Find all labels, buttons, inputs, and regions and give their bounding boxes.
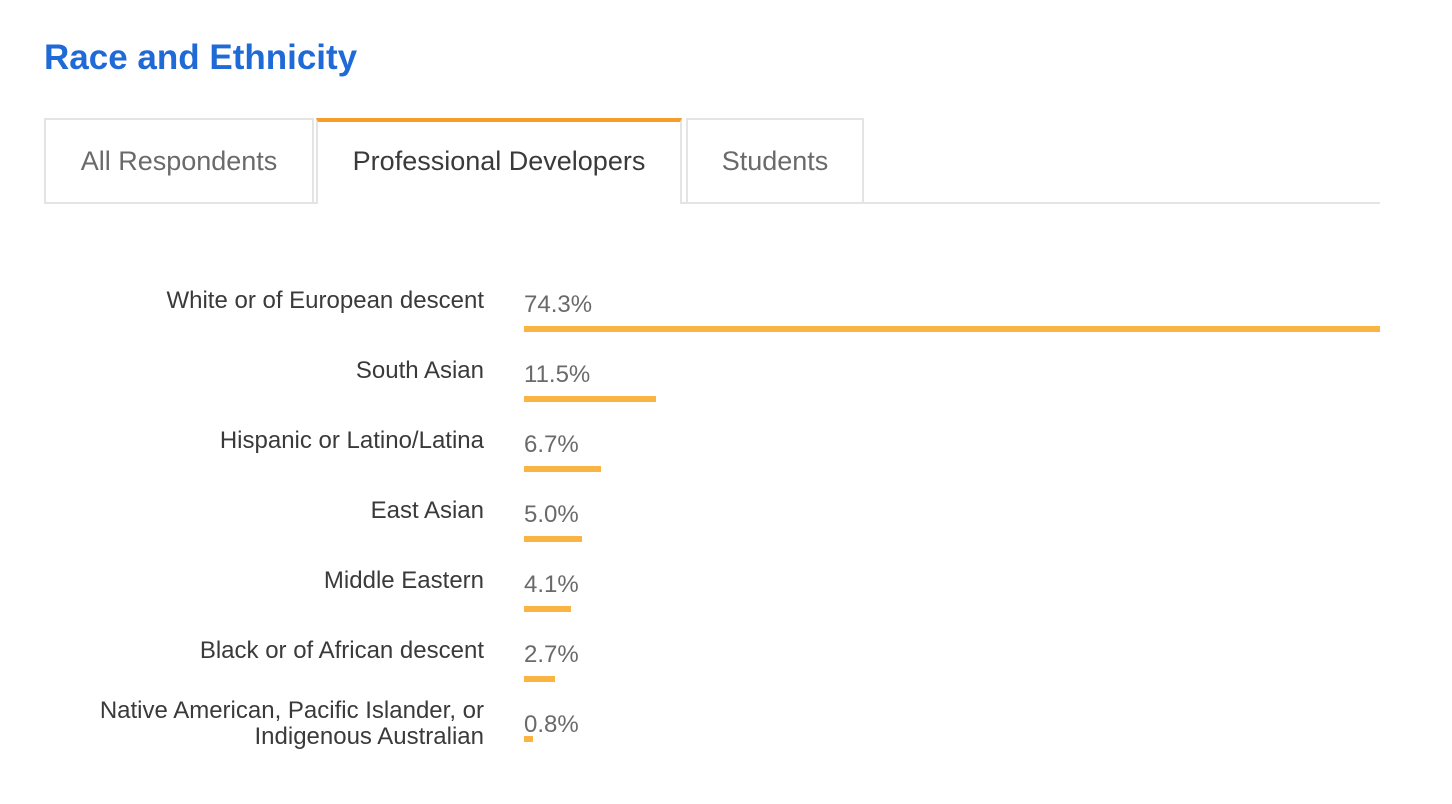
category-label: South Asian [355, 357, 484, 384]
bar [524, 396, 656, 402]
value-label: 74.3% [524, 291, 593, 318]
race-ethnicity-bar-chart: White or of European descent 74.3% South A… [0, 270, 1452, 790]
chart-row: Native American, Pacific Islander, or In… [0, 690, 1452, 760]
bar [524, 536, 582, 542]
category-label: Black or of African descent [199, 637, 484, 664]
bar [524, 736, 533, 742]
value-label: 6.7% [524, 431, 579, 458]
value-label: 0.8% [524, 711, 579, 738]
bar [524, 676, 555, 682]
category-label: White or of European descent [166, 287, 484, 314]
section-title: Race and Ethnicity [44, 38, 358, 77]
chart-row: White or of European descent 74.3% [0, 270, 1452, 340]
tab-professional-developers-label: Professional Developers [352, 145, 646, 176]
chart-row: South Asian 11.5% [0, 340, 1452, 410]
value-label: 5.0% [524, 501, 579, 528]
audience-tabs: All Respondents Professional Developers … [44, 118, 1380, 204]
tab-professional-developers[interactable]: Professional Developers [316, 118, 682, 204]
chart-row: Hispanic or Latino/Latina 6.7% [0, 410, 1452, 480]
value-label: 11.5% [524, 361, 591, 388]
category-label: Hispanic or Latino/Latina [219, 427, 484, 454]
category-label: East Asian [370, 497, 484, 524]
tab-students-label: Students [721, 145, 829, 176]
bar [524, 326, 1380, 332]
chart-row: East Asian 5.0% [0, 480, 1452, 550]
value-label: 4.1% [524, 571, 579, 598]
bar [524, 466, 601, 472]
chart-row: Black or of African descent 2.7% [0, 620, 1452, 690]
tab-all-respondents[interactable]: All Respondents [44, 118, 314, 202]
category-label: Middle Eastern [323, 567, 484, 594]
tab-all-respondents-label: All Respondents [80, 145, 278, 176]
category-label: Native American, Pacific Islander, or In… [99, 697, 484, 750]
chart-row: Middle Eastern 4.1% [0, 550, 1452, 620]
tabs-divider [44, 202, 1380, 204]
bar [524, 606, 571, 612]
tab-students[interactable]: Students [686, 118, 864, 202]
value-label: 2.7% [524, 641, 579, 668]
